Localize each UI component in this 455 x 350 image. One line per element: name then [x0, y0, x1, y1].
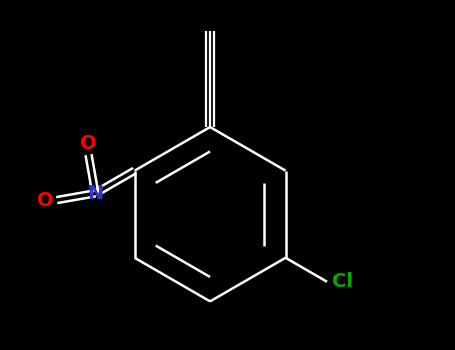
- Text: Cl: Cl: [332, 272, 353, 291]
- Text: O: O: [37, 191, 54, 210]
- Text: N: N: [87, 184, 103, 203]
- Text: O: O: [80, 134, 97, 153]
